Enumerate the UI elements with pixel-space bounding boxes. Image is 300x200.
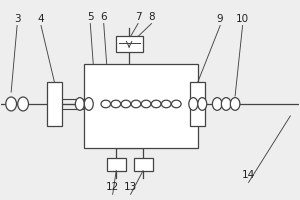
Ellipse shape <box>161 100 171 108</box>
Text: 12: 12 <box>106 182 119 192</box>
Text: 13: 13 <box>124 182 137 192</box>
Ellipse shape <box>6 97 16 111</box>
Ellipse shape <box>189 98 198 110</box>
Ellipse shape <box>131 100 141 108</box>
Ellipse shape <box>230 98 240 110</box>
Bar <box>84 64 198 148</box>
Text: 8: 8 <box>148 12 155 22</box>
Ellipse shape <box>152 100 161 108</box>
Text: 7: 7 <box>135 12 141 22</box>
Text: 14: 14 <box>242 170 255 180</box>
Ellipse shape <box>18 97 28 111</box>
Text: 4: 4 <box>38 14 44 24</box>
Ellipse shape <box>84 98 93 110</box>
Bar <box>190 82 205 126</box>
Ellipse shape <box>172 100 181 108</box>
Bar <box>116 36 142 52</box>
Ellipse shape <box>111 100 121 108</box>
Bar <box>47 82 62 126</box>
Ellipse shape <box>141 100 151 108</box>
Bar <box>134 158 153 171</box>
Ellipse shape <box>221 98 231 110</box>
Ellipse shape <box>198 98 207 110</box>
Text: 5: 5 <box>87 12 94 22</box>
Ellipse shape <box>101 100 111 108</box>
Bar <box>107 158 126 171</box>
Ellipse shape <box>212 98 222 110</box>
Text: 9: 9 <box>217 14 224 24</box>
Ellipse shape <box>121 100 131 108</box>
Text: 6: 6 <box>100 12 107 22</box>
Text: 3: 3 <box>14 14 20 24</box>
Text: 10: 10 <box>236 14 249 24</box>
Ellipse shape <box>75 98 84 110</box>
